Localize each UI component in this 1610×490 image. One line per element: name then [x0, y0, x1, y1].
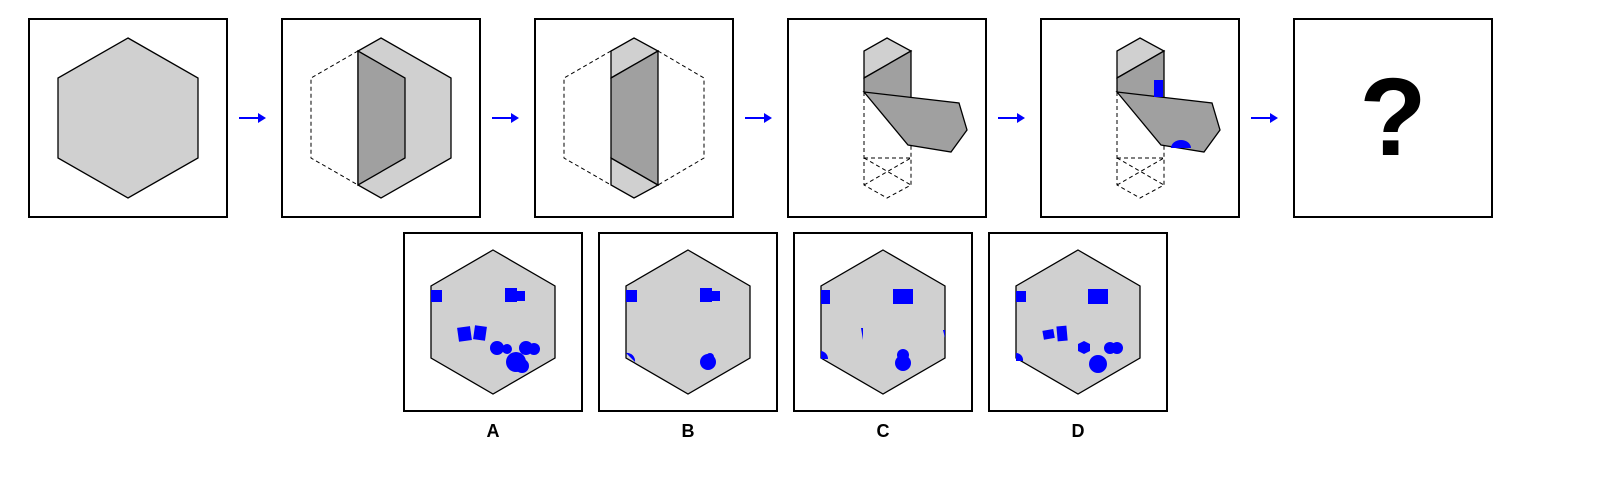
- hole-group: [431, 288, 540, 373]
- option-b-label: B: [681, 421, 695, 441]
- option-d-label: D: [1071, 421, 1085, 441]
- paper-hexagon: [57, 37, 199, 199]
- fold-outline-dashed-right: [657, 50, 705, 186]
- diagonal-flap: [862, 91, 968, 153]
- option-b-panel[interactable]: [598, 232, 778, 412]
- right-arrow-icon: [1251, 113, 1278, 123]
- question-mark: ?: [1359, 56, 1427, 179]
- second-fold-figure: [563, 37, 705, 199]
- right-arrow-icon: [492, 113, 519, 123]
- option-d-figure: [1015, 249, 1141, 395]
- paper-hexagon: [1015, 249, 1141, 395]
- fold-outline-dashed-left: [563, 50, 612, 186]
- first-fold-figure: [310, 37, 452, 199]
- step-3-panel: [534, 18, 734, 218]
- punched-figure: [1115, 37, 1221, 199]
- step-1-panel: [28, 18, 228, 218]
- hole-group: [1016, 289, 1123, 373]
- folded-flap: [357, 49, 406, 187]
- diagonal-flap: [1115, 91, 1221, 153]
- hole-group: [626, 288, 720, 370]
- right-arrow-icon: [745, 113, 772, 123]
- option-b-figure: [625, 249, 751, 395]
- step-5-panel: [1040, 18, 1240, 218]
- paper-hexagon: [430, 249, 556, 395]
- option-c-label: C: [876, 421, 890, 441]
- folded-strip: [610, 49, 659, 187]
- paper-hexagon: [625, 249, 751, 395]
- hole-group: [821, 289, 945, 371]
- hole-circle: [1171, 140, 1191, 148]
- right-arrow-icon: [239, 113, 266, 123]
- unfolded-hexagon-figure: [57, 37, 199, 199]
- option-c-figure: [820, 249, 946, 395]
- right-arrow-icon: [998, 113, 1025, 123]
- answer-panel: ?: [1293, 18, 1493, 218]
- fold-outline-dashed: [310, 50, 359, 186]
- paper-hexagon: [820, 249, 946, 395]
- option-a-panel[interactable]: [403, 232, 583, 412]
- fold-outline-dashed-bottom: [1116, 92, 1165, 199]
- option-c-panel[interactable]: [793, 232, 973, 412]
- option-a-label: A: [486, 421, 500, 441]
- step-4-panel: [787, 18, 987, 218]
- third-fold-figure: [862, 37, 968, 199]
- hole-square: [1154, 80, 1163, 97]
- option-a-figure: [430, 249, 556, 395]
- option-d-panel[interactable]: [988, 232, 1168, 412]
- step-2-panel: [281, 18, 481, 218]
- fold-outline-dashed-bottom: [863, 92, 912, 199]
